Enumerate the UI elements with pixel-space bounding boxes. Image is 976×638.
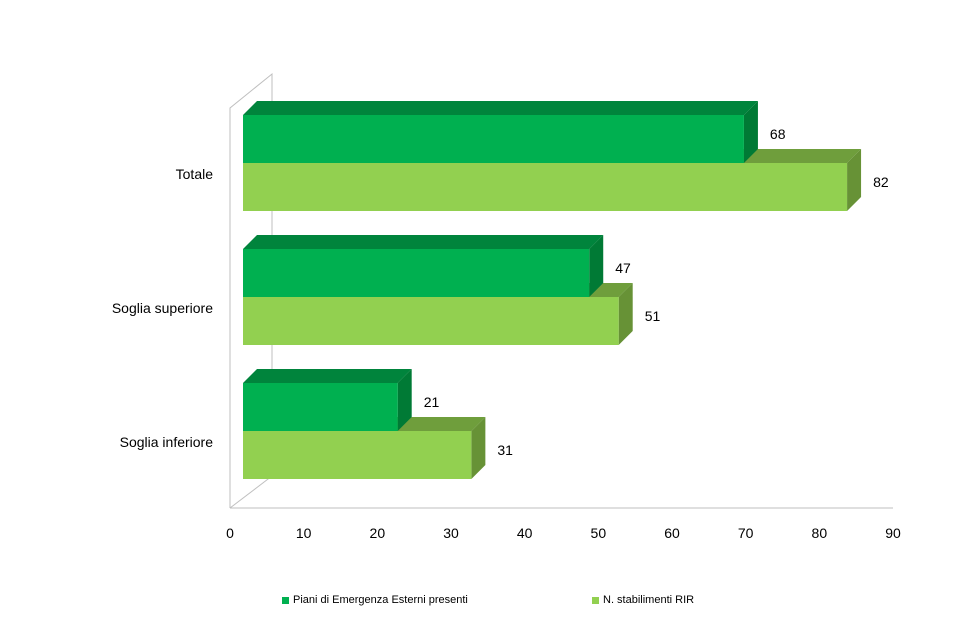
x-tick-label: 80 (812, 525, 828, 541)
data-label: 68 (770, 126, 786, 142)
bar-side-face (618, 283, 633, 345)
x-tick-label: 50 (591, 525, 607, 541)
data-label: 31 (497, 442, 513, 458)
legend-item-series-1: Piani di Emergenza Esterni presenti (282, 594, 468, 606)
data-label: 21 (424, 394, 440, 410)
bar-top-face (243, 369, 412, 383)
floor-edge (229, 475, 273, 509)
bars: 82 68 51 47 31 21 (243, 101, 889, 479)
data-label: 47 (615, 260, 631, 276)
bar-front-face (243, 297, 619, 345)
bar-front-face (243, 431, 472, 479)
y-category-label: Soglia inferiore (120, 434, 214, 450)
bar-side-face (743, 101, 758, 163)
bar-piani (243, 369, 412, 431)
data-label: 82 (873, 174, 889, 190)
y-axis: Totale Soglia superiore Soglia inferiore (112, 166, 213, 450)
bar-side-face (471, 417, 486, 479)
bar-top-face (243, 101, 758, 115)
bar-top-face (243, 235, 604, 249)
x-tick-label: 30 (443, 525, 459, 541)
bar-front-face (243, 163, 848, 211)
legend-swatch (282, 596, 289, 604)
bar-front-face (243, 383, 398, 431)
legend: Piani di Emergenza Esterni presenti N. s… (0, 594, 976, 610)
bar-side-face (397, 369, 412, 431)
x-tick-label: 0 (226, 525, 234, 541)
x-tick-label: 10 (296, 525, 312, 541)
x-tick-label: 60 (664, 525, 680, 541)
legend-label: N. stabilimenti RIR (603, 594, 695, 606)
legend-label: Piani di Emergenza Esterni presenti (293, 594, 468, 606)
y-category-label: Soglia superiore (112, 300, 213, 316)
x-tick-label: 90 (885, 525, 901, 541)
bar-front-face (243, 115, 744, 163)
bar-piani (243, 101, 758, 163)
legend-swatch (592, 596, 599, 604)
legend-item-series-2: N. stabilimenti RIR (592, 594, 694, 606)
bar-side-face (847, 149, 862, 211)
y-category-label: Totale (176, 166, 214, 182)
x-tick-label: 70 (738, 525, 754, 541)
x-axis: 0 10 20 30 40 50 60 70 80 90 (226, 525, 901, 541)
data-label: 51 (645, 308, 661, 324)
x-tick-label: 40 (517, 525, 533, 541)
bar-piani (243, 235, 604, 297)
bar-front-face (243, 249, 590, 297)
x-tick-label: 20 (370, 525, 386, 541)
bar-side-face (589, 235, 604, 297)
